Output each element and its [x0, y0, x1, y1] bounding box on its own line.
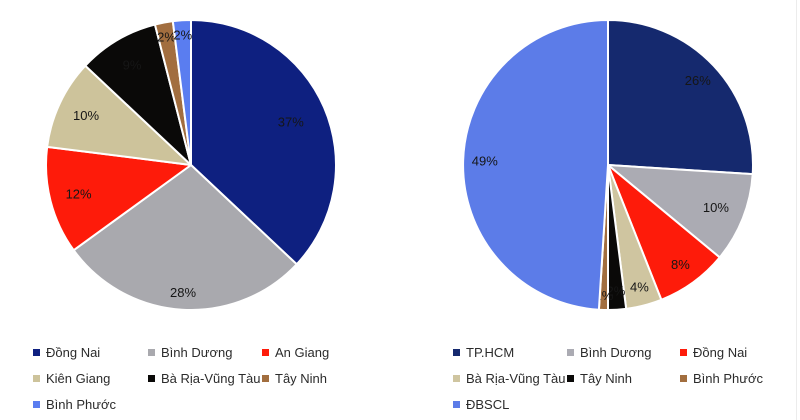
- legend-item-label: Bình Dương: [580, 345, 652, 360]
- slice-percent-label: 28%: [170, 285, 196, 300]
- legend-item: ĐBSCL: [453, 395, 567, 414]
- slice-percent-label: 8%: [671, 257, 690, 272]
- slice-percent-label: 49%: [472, 154, 498, 169]
- pie-slice: [607, 19, 754, 176]
- slice-percent-label: 2%: [607, 283, 626, 298]
- legend-item-label: Bình Phước: [693, 371, 763, 386]
- pie-slice: [190, 19, 337, 266]
- slice-percent-label: 10%: [73, 108, 99, 123]
- legend-swatch: [262, 375, 269, 382]
- slice-percent-label: 26%: [685, 73, 711, 88]
- legend-item-label: TP.HCM: [466, 345, 515, 360]
- legend-left: Đồng Nai Bình Dương An Giang Kiên Giang Bà R…: [33, 343, 392, 414]
- pie-left-svg: 37% 28% 12% 10% 9% 2%2%: [45, 18, 337, 312]
- pie-slice: [46, 64, 192, 166]
- legend-swatch: [567, 349, 574, 356]
- legend-item: Tây Ninh: [262, 369, 392, 388]
- pie-slice: [45, 145, 192, 252]
- legend-swatch: [680, 375, 687, 382]
- legend-item-label: ĐBSCL: [466, 397, 510, 412]
- slice-percent-label: 2%: [173, 27, 192, 42]
- pie-right-svg: 26%10%8%4%2%1%49%: [462, 19, 754, 312]
- legend-swatch: [680, 349, 687, 356]
- legend-item: Bà Rịa-Vũng Tàu: [453, 369, 567, 388]
- legend-item-label: Bình Phước: [46, 397, 116, 412]
- pie-slice: [72, 164, 298, 312]
- legend-swatch: [262, 349, 269, 356]
- legend-swatch: [33, 349, 40, 356]
- pie-slice: [84, 23, 192, 166]
- slice-percent-label: 10%: [703, 200, 729, 215]
- pie-chart-left: 37% 28% 12% 10% 9% 2% 2% Đồng Nai Bình Dương An …: [33, 18, 392, 414]
- pie-slice: [607, 164, 754, 259]
- slice-percent-label: 37%: [278, 114, 304, 129]
- legend-item-label: Kiên Giang: [46, 371, 111, 386]
- legend-item-label: Đồng Nai: [46, 345, 101, 360]
- screen-edge-line: [796, 0, 797, 420]
- legend-swatch: [148, 349, 155, 356]
- legend-item: Đồng Nai: [680, 343, 800, 362]
- legend-item: Bình Dương: [148, 343, 262, 362]
- pie-slice: [462, 19, 609, 311]
- legend-item-label: Tây Ninh: [580, 371, 633, 386]
- legend-item-label: An Giang: [275, 345, 330, 360]
- legend-item: Bình Dương: [567, 343, 680, 362]
- slice-percent-label: 2%: [157, 29, 176, 44]
- legend-item: An Giang: [262, 343, 392, 362]
- legend-item-label: Đồng Nai: [693, 345, 748, 360]
- slice-percent-label: 4%: [630, 280, 649, 295]
- legend-item: Tây Ninh: [567, 369, 680, 388]
- legend-item-label: Bình Dương: [161, 345, 233, 360]
- legend-item: Bình Phước: [33, 395, 148, 414]
- legend-item: Kiên Giang: [33, 369, 148, 388]
- legend-swatch: [33, 401, 40, 408]
- pie-chart-right: 26% 10% 8% 4% 2% 1% 49% TP.HCM Bình Dương Đồng N…: [400, 0, 800, 420]
- legend-item-label: Bà Rịa-Vũng Tàu: [161, 371, 261, 386]
- legend-swatch: [453, 375, 460, 382]
- legend-item: Bình Phước: [680, 369, 800, 388]
- legend-swatch: [567, 375, 574, 382]
- legend-swatch: [33, 375, 40, 382]
- pie-slice: [171, 18, 192, 166]
- legend-swatch: [453, 349, 460, 356]
- legend-item: TP.HCM: [453, 343, 567, 362]
- legend-item: Đồng Nai: [33, 343, 148, 362]
- legend-swatch: [453, 401, 460, 408]
- slice-percent-label: 12%: [66, 186, 92, 201]
- legend-item: Bà Rịa-Vũng Tàu: [148, 369, 262, 388]
- legend-item-label: Tây Ninh: [275, 371, 328, 386]
- legend-item-label: Bà Rịa-Vũng Tàu: [466, 371, 566, 386]
- legend-swatch: [148, 375, 155, 382]
- slice-percent-label: 9%: [123, 58, 142, 73]
- legend-right: TP.HCM Bình Dương Đồng Nai Bà Rịa-Vũng Tàu T…: [453, 343, 800, 414]
